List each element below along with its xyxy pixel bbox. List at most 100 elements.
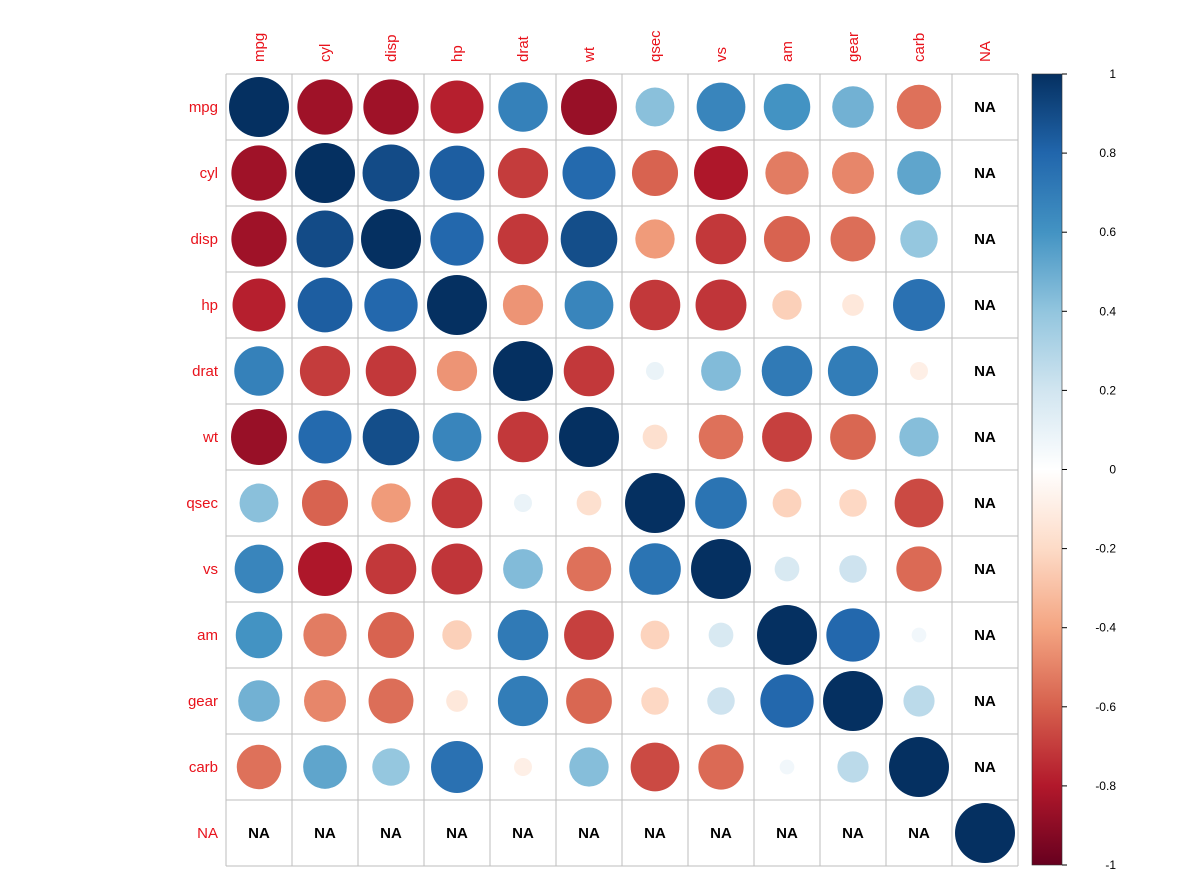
- correlation-circle: [371, 483, 411, 523]
- column-label: wt: [581, 46, 598, 63]
- correlation-circle: [695, 279, 747, 331]
- na-cell: NA: [644, 825, 666, 842]
- correlation-circle: [304, 680, 346, 722]
- row-label: disp: [190, 231, 218, 248]
- correlation-circle: [640, 620, 670, 650]
- correlation-circle: [562, 146, 616, 200]
- colorbar-tick-label: 0: [1109, 463, 1116, 477]
- correlation-circle: [625, 473, 685, 533]
- correlation-circle: [896, 84, 942, 130]
- matrix-cells: NA NA NA NA NA NA NA NA NA NA NA NA NA NA NA NA NA NA NA NA…: [229, 77, 1015, 863]
- correlation-circle: [361, 209, 421, 269]
- colorbar-tick-label: 0.2: [1099, 383, 1116, 397]
- na-cell: NA: [974, 165, 996, 182]
- correlation-circle: [295, 143, 355, 203]
- row-label: drat: [192, 363, 219, 380]
- correlation-circle: [298, 542, 352, 596]
- correlation-circle: [559, 407, 619, 467]
- column-label: cyl: [317, 44, 334, 62]
- na-cell: NA: [248, 825, 270, 842]
- correlation-circle: [708, 622, 734, 648]
- correlation-circle: [430, 212, 484, 266]
- correlation-circle: [502, 284, 544, 326]
- correlation-circle: [563, 345, 615, 397]
- colorbar-gradient: [1031, 73, 1063, 866]
- na-cell: NA: [710, 825, 732, 842]
- correlation-circle: [911, 627, 927, 643]
- colorbar-tick-label: 1: [1109, 67, 1116, 81]
- correlation-circle: [430, 80, 484, 134]
- row-label: carb: [189, 759, 218, 776]
- na-cell: NA: [974, 363, 996, 380]
- column-label: qsec: [647, 30, 664, 62]
- correlation-circle: [497, 675, 549, 727]
- correlation-circle: [569, 747, 609, 787]
- correlation-circle: [303, 745, 347, 789]
- na-cell: NA: [908, 825, 930, 842]
- correlation-circle: [894, 478, 944, 528]
- color-legend: 1 0.8 0.6 0.4 0.2 0 -0.2 -0.4 -0.6 -0.8 -1: [1031, 67, 1116, 872]
- na-cell: NA: [314, 825, 336, 842]
- row-label: cyl: [200, 165, 218, 182]
- correlation-circle: [832, 86, 874, 128]
- column-label: hp: [449, 45, 466, 62]
- correlation-circle: [694, 146, 748, 200]
- correlation-circle: [900, 220, 938, 258]
- correlation-circle: [446, 690, 468, 712]
- correlation-circle: [830, 216, 876, 262]
- correlation-circle: [897, 151, 941, 195]
- correlation-circle: [566, 678, 612, 724]
- correlation-circle: [896, 546, 942, 592]
- correlation-circle: [497, 609, 549, 661]
- column-label: disp: [383, 34, 400, 62]
- correlation-circle: [297, 277, 353, 333]
- correlation-circle: [631, 149, 679, 197]
- na-cell: NA: [974, 297, 996, 314]
- correlation-circle: [839, 555, 867, 583]
- column-label: carb: [911, 33, 928, 62]
- correlation-circle: [707, 687, 735, 715]
- correlation-circle: [362, 408, 420, 466]
- correlation-circle: [564, 280, 614, 330]
- correlation-circle: [363, 79, 419, 135]
- correlation-circle: [497, 147, 549, 199]
- column-label: NA: [977, 41, 994, 62]
- colorbar-tick-label: -0.4: [1095, 621, 1116, 635]
- correlation-circle: [364, 278, 418, 332]
- row-label: NA: [197, 825, 218, 842]
- correlation-circle: [368, 678, 414, 724]
- correlation-circle: [497, 411, 549, 463]
- correlation-circle: [365, 543, 417, 595]
- na-cell: NA: [512, 825, 534, 842]
- correlation-circle: [765, 151, 809, 195]
- correlation-circle: [889, 737, 949, 797]
- na-cell: NA: [974, 231, 996, 248]
- correlation-circle: [695, 213, 747, 265]
- row-label: vs: [203, 561, 218, 578]
- correlation-circle: [955, 803, 1015, 863]
- correlation-circle: [635, 87, 675, 127]
- correlation-circle: [239, 483, 279, 523]
- correlation-circle: [576, 490, 602, 516]
- correlation-circle: [695, 477, 747, 529]
- correlation-circle: [629, 543, 681, 595]
- correlation-circle: [231, 409, 287, 465]
- correlation-circle: [503, 549, 543, 589]
- na-cell: NA: [974, 495, 996, 512]
- correlation-circle: [493, 341, 553, 401]
- correlation-circle: [367, 611, 415, 659]
- column-label: mpg: [251, 33, 268, 62]
- correlation-circle: [696, 82, 746, 132]
- correlation-circle: [757, 605, 817, 665]
- correlation-circle: [299, 345, 351, 397]
- colorbar-tick-label: -1: [1105, 858, 1116, 872]
- correlation-circle: [431, 477, 483, 529]
- correlation-circle: [698, 414, 744, 460]
- correlation-circle: [772, 488, 802, 518]
- column-label: am: [779, 41, 796, 62]
- correlation-circle: [830, 414, 876, 460]
- correlation-circle: [893, 279, 945, 331]
- correlation-circle: [234, 346, 284, 396]
- correlation-circle: [903, 685, 935, 717]
